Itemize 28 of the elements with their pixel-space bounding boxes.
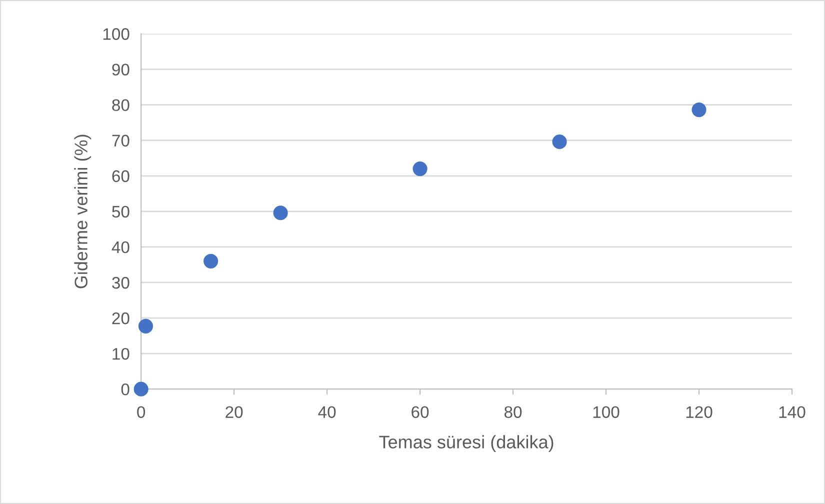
- point: [138, 318, 154, 334]
- x-tick-label: 0: [137, 406, 146, 418]
- point: [273, 206, 288, 220]
- x-tick-label: 140: [779, 406, 806, 418]
- y-tick-label: 90: [112, 64, 130, 76]
- point: [552, 134, 567, 150]
- point: [412, 162, 428, 176]
- y-tick-label: 70: [112, 134, 130, 147]
- y-tick-label: 50: [112, 206, 130, 218]
- x-tick-label: 60: [412, 406, 429, 418]
- y-axis-title: Giderme verimi (%): [74, 134, 92, 288]
- point: [204, 254, 218, 268]
- y-tick-label: 30: [112, 276, 130, 289]
- x-axis-title: Temas süresi (dakika): [379, 435, 554, 452]
- y-tick-label: 10: [112, 348, 130, 360]
- x-tick-label: 40: [318, 406, 336, 418]
- y-tick-label: 60: [112, 170, 130, 182]
- x-tick-label: 100: [593, 406, 620, 418]
- x-tick-label: 80: [504, 406, 522, 418]
- x-tick-label: 120: [686, 406, 712, 418]
- x-tick-label: 20: [226, 406, 243, 418]
- y-tick-label: 80: [112, 99, 130, 112]
- y-tick-label: 40: [112, 241, 130, 254]
- point: [134, 382, 148, 396]
- point: [692, 102, 706, 118]
- y-tick-label: 100: [103, 28, 130, 40]
- y-tick-label: 0: [121, 383, 130, 396]
- y-tick-label: 20: [112, 312, 130, 324]
